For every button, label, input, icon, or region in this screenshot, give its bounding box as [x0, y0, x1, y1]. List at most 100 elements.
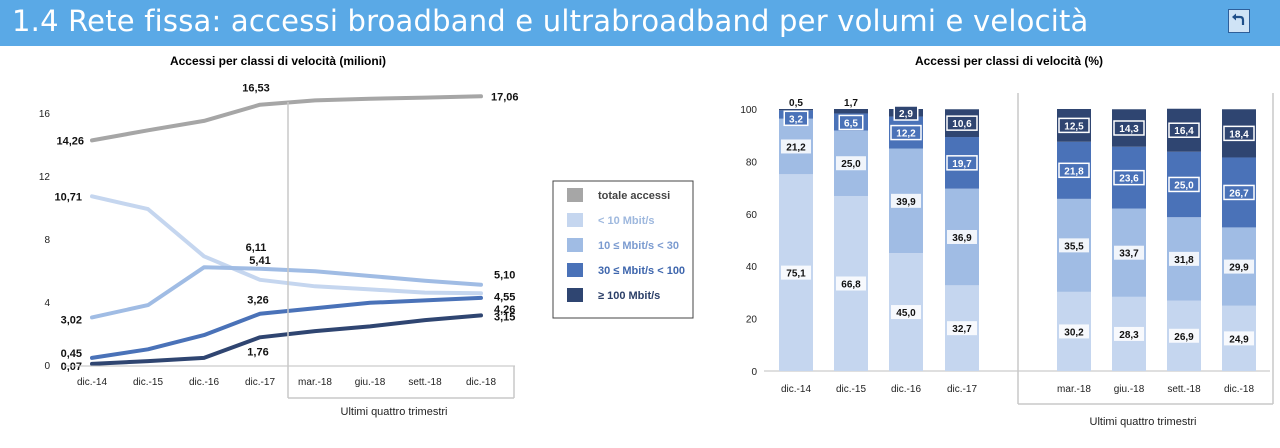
- data-label-box: [1168, 176, 1200, 193]
- data-label: 1,7: [844, 98, 858, 109]
- data-label: 33,7: [1119, 249, 1139, 260]
- data-label: 36,9: [952, 233, 972, 244]
- data-label: 19,7: [952, 159, 972, 170]
- data-label: 21,2: [786, 142, 806, 153]
- r30_100-data-label: 0,45: [61, 348, 82, 360]
- data-label: 24,9: [1229, 334, 1249, 345]
- x-tick-label: dic.-15: [836, 384, 866, 395]
- data-label: 35,5: [1064, 241, 1084, 252]
- data-label-box: [891, 305, 921, 320]
- data-label-box: [1224, 331, 1254, 346]
- data-label-box: [1113, 169, 1145, 186]
- data-label: 32,7: [952, 324, 972, 335]
- x-tick-label: giu.-18: [355, 377, 386, 388]
- r30_100-data-label: 3,26: [247, 295, 268, 307]
- back-button[interactable]: [1228, 9, 1250, 33]
- legend-swatch: [567, 288, 583, 302]
- data-label-box: [838, 114, 864, 131]
- legend-label: < 10 Mbit/s: [598, 215, 655, 227]
- data-label: 31,8: [1174, 255, 1194, 266]
- lt10-data-label: 4,55: [494, 291, 515, 303]
- r30_100-data-label: 4,26: [494, 304, 515, 316]
- line-chart-title: Accessi per classi di velocità (milioni): [170, 54, 386, 68]
- legend-swatch: [567, 213, 583, 227]
- x-tick-label: mar.-18: [1057, 384, 1091, 395]
- return-arrow-icon: [1232, 13, 1245, 25]
- y-tick-label: 80: [746, 157, 758, 168]
- data-label: 6,5: [844, 118, 858, 129]
- legend-label: 10 ≤ Mbit/s < 30: [598, 240, 679, 252]
- data-label-box: [947, 321, 977, 336]
- data-label: 16,4: [1174, 126, 1194, 137]
- y-tick-label: 40: [746, 262, 758, 273]
- data-label: 45,0: [896, 308, 916, 319]
- legend: totale accessi < 10 Mbit/s 10 ≤ Mbit/s < 3…: [552, 180, 694, 319]
- data-label-box: [947, 229, 977, 244]
- data-label-box: [1058, 162, 1090, 179]
- data-label-box: [783, 110, 809, 127]
- page-title: 1.4 Rete fissa: accessi broadband e ultr…: [12, 4, 1089, 38]
- legend-swatch: [567, 188, 583, 202]
- data-label-box: [890, 124, 922, 141]
- data-label: 26,7: [1229, 188, 1249, 199]
- data-label-box: [1058, 117, 1090, 134]
- header-bar: 1.4 Rete fissa: accessi broadband e ultr…: [0, 0, 1280, 46]
- data-label: 66,8: [841, 279, 861, 290]
- x-tick-label: dic.-18: [466, 377, 496, 388]
- ge100-series-line: [90, 313, 483, 366]
- data-label-box: [836, 276, 866, 291]
- data-label: 30,2: [1064, 327, 1084, 338]
- line-chart: Accessi per classi di velocità (milioni)…: [39, 54, 694, 418]
- x-tick-label: dic.-14: [781, 384, 811, 395]
- y-tick-label: 60: [746, 210, 758, 221]
- data-label-box: [946, 155, 978, 171]
- bar-chart-panel: Accessi per classi di velocità (%) 0 20 40…: [700, 46, 1280, 443]
- ge100-data-label: 0,07: [61, 361, 82, 373]
- data-label-box: [1224, 259, 1254, 274]
- r30-100-series-line: [90, 295, 483, 360]
- x-tick-label: dic.-16: [189, 377, 219, 388]
- x-tick-label: dic.-14: [77, 377, 107, 388]
- legend-label: 30 ≤ Mbit/s < 100: [598, 265, 685, 277]
- data-label: 25,0: [841, 159, 861, 170]
- total-series-line: [90, 94, 483, 143]
- x-tick-label: sett.-18: [408, 377, 442, 388]
- data-label: 0,5: [789, 98, 803, 109]
- lt10-data-label: 5,41: [249, 255, 270, 267]
- group-label: Ultimi quattro trimestri: [1090, 416, 1197, 428]
- r10_30-data-label: 3,02: [61, 314, 82, 326]
- data-label: 28,3: [1119, 330, 1139, 341]
- data-label-box: [893, 105, 919, 121]
- data-label: 26,9: [1174, 332, 1194, 343]
- data-label-box: [781, 265, 811, 280]
- x-tick-label: dic.-17: [245, 377, 275, 388]
- data-label: 12,2: [896, 129, 916, 140]
- y-tick-label: 12: [39, 172, 51, 183]
- data-label: 18,4: [1229, 129, 1249, 140]
- stacked-bar-chart: Accessi per classi di velocità (%) 0 20 40…: [740, 54, 1274, 428]
- data-label-box: [891, 193, 921, 208]
- ge100-data-label: 1,76: [247, 346, 268, 358]
- legend-label: totale accessi: [598, 190, 670, 202]
- group-label: Ultimi quattro trimestri: [341, 406, 448, 418]
- data-label: 29,9: [1229, 263, 1249, 274]
- data-label-box: [781, 139, 811, 154]
- data-label: 3,2: [789, 114, 803, 125]
- data-label-box: [1114, 245, 1144, 260]
- y-tick-label: 100: [740, 105, 757, 116]
- x-tick-label: sett.-18: [1167, 384, 1201, 395]
- x-tick-label: giu.-18: [1114, 384, 1145, 395]
- total-data-label: 16,53: [242, 83, 270, 95]
- data-label: 14,3: [1119, 124, 1139, 135]
- r10_30-data-label: 5,10: [494, 270, 515, 282]
- data-label: 39,9: [896, 197, 916, 208]
- y-tick-label: 0: [751, 367, 757, 378]
- x-tick-label: dic.-18: [1224, 384, 1254, 395]
- y-tick-label: 20: [746, 315, 758, 326]
- data-label: 25,0: [1174, 180, 1194, 191]
- data-label-box: [1169, 328, 1199, 343]
- data-label-box: [1114, 326, 1144, 341]
- data-label: 23,6: [1119, 174, 1139, 185]
- y-tick-label: 16: [39, 109, 51, 120]
- data-label-box: [1223, 125, 1255, 142]
